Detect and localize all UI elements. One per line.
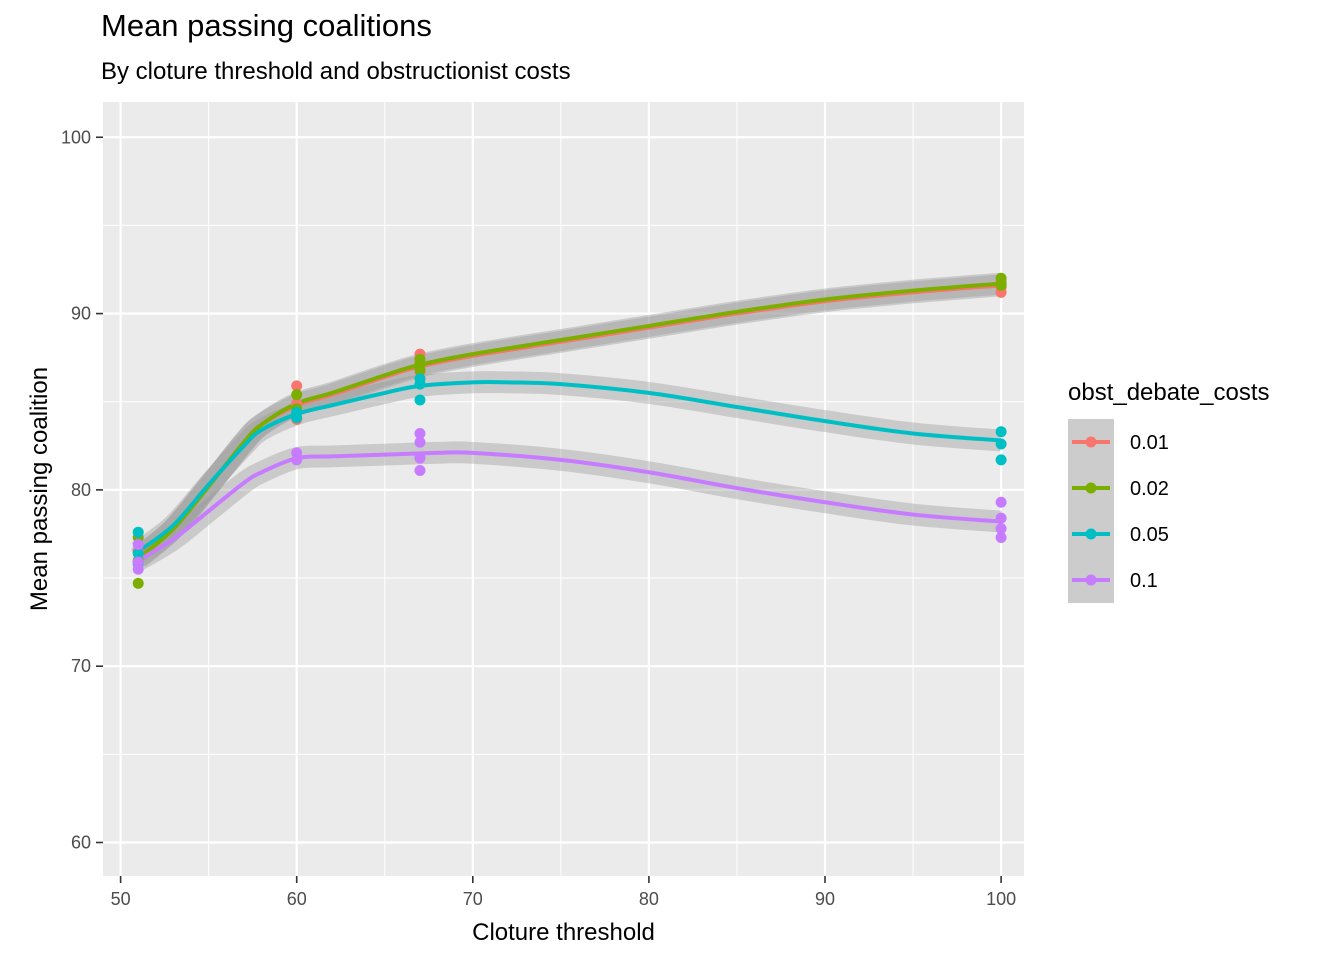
legend-label: 0.02 [1130, 478, 1169, 500]
data-point [414, 359, 426, 371]
y-axis-title: Mean passing coalition [26, 367, 53, 611]
y-tick-label: 90 [71, 304, 91, 324]
x-tick-label: 50 [111, 889, 131, 909]
chart-subtitle: By cloture threshold and obstructionist … [101, 58, 571, 85]
major-gridlines [103, 102, 1024, 876]
x-axis-title: Cloture threshold [472, 919, 655, 946]
x-tick-label: 90 [815, 889, 835, 909]
y-tick-label: 60 [71, 833, 91, 853]
legend-label: 0.01 [1130, 432, 1169, 454]
data-point [414, 436, 426, 448]
data-point [995, 523, 1007, 535]
legend-key-point [1085, 436, 1097, 448]
x-tick-label: 80 [639, 889, 659, 909]
legend-label: 0.05 [1130, 524, 1169, 546]
legend-key-point [1085, 528, 1097, 540]
x-axis: 50 60 70 80 90 100 [111, 876, 1016, 909]
data-point [995, 278, 1007, 290]
smooth-line [137, 379, 1002, 554]
data-point [132, 577, 144, 589]
legend: obst_debate_costs 0.01 0.02 0.05 0.1 [1068, 379, 1269, 603]
data-point [995, 454, 1007, 466]
legend-title: obst_debate_costs [1068, 379, 1269, 406]
x-tick-label: 70 [463, 889, 483, 909]
y-tick-label: 80 [71, 480, 91, 500]
data-point [995, 512, 1007, 524]
legend-key-point [1085, 574, 1097, 586]
chart-title: Mean passing coalitions [101, 8, 432, 43]
data-point [414, 452, 426, 464]
data-point [414, 464, 426, 476]
data-point [132, 556, 144, 568]
data-point [995, 438, 1007, 450]
x-tick-label: 100 [986, 889, 1016, 909]
legend-key-point [1085, 482, 1097, 494]
data-point [995, 531, 1007, 543]
data-point [291, 389, 303, 401]
data-points [132, 272, 1007, 589]
data-point [414, 373, 426, 385]
data-point [414, 394, 426, 406]
data-point [291, 380, 303, 392]
y-tick-label: 100 [61, 127, 91, 147]
x-tick-label: 60 [287, 889, 307, 909]
data-point [132, 526, 144, 538]
data-point [414, 427, 426, 439]
data-point [995, 496, 1007, 508]
smooth-line [137, 450, 1002, 563]
data-point [995, 426, 1007, 438]
y-axis: 60 70 80 90 100 [61, 127, 103, 853]
data-point [132, 547, 144, 559]
data-point [291, 406, 303, 418]
data-point [291, 454, 303, 466]
data-point [132, 539, 144, 551]
legend-label: 0.1 [1130, 570, 1158, 592]
y-tick-label: 70 [71, 656, 91, 676]
